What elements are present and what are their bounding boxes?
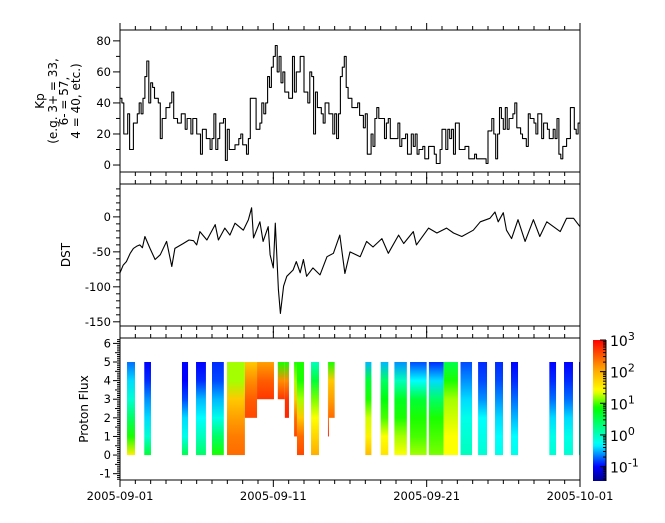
kp-plot-frame — [119, 29, 581, 173]
colorbar-tick-base: 10 — [610, 429, 628, 445]
flux-bar — [212, 362, 224, 456]
colorbar-tick-exponent: 3 — [628, 330, 635, 343]
flux-bar — [277, 362, 285, 400]
flux-bar — [294, 362, 297, 437]
x-tick-label: 2005-10-01 — [547, 489, 614, 503]
y-tick-label: 0 — [104, 158, 111, 172]
y-tick-label: -100 — [85, 280, 111, 294]
flux-bar — [127, 362, 136, 456]
kp-ylabel-line: 4 = 40, etc.) — [69, 63, 83, 138]
y-tick-label: 4 — [104, 374, 111, 388]
kp-ylabel-line: (e.g. 3+ = 33, — [46, 58, 60, 144]
flux-bar — [394, 362, 407, 456]
kp-panel: 0 20 40 60 80 Kp (e.g. 3+ = 33,6- = 57,4 = 40,… — [33, 23, 581, 179]
flux-bar — [311, 362, 320, 456]
flux-bar — [327, 362, 329, 437]
colorbar-tick-exponent: 0 — [628, 425, 635, 438]
flux-bar — [443, 362, 458, 456]
kp-ylabel-line: Kp — [33, 93, 47, 109]
dst-series-line — [119, 207, 581, 314]
dst-ylabel: DST — [59, 242, 73, 267]
flux-bar — [196, 362, 206, 456]
colorbar-tick-base: 10 — [610, 366, 628, 382]
flux-bar — [564, 362, 573, 456]
flux-plot-frame — [119, 337, 581, 481]
flux-bar — [296, 362, 304, 456]
dst-panel: 0 -50 -100 -150 DST — [59, 177, 581, 333]
y-tick-label: -150 — [85, 315, 111, 329]
colorbar-tick-exponent: -1 — [628, 457, 639, 470]
y-tick-label: 1 — [104, 429, 111, 443]
flux-bar — [478, 362, 488, 456]
flux-bar — [549, 362, 557, 456]
proton-flux-panel: -1 0 1 2 3 4 5 6 Proton Flux 2005-09-01 2005-09-11… — [77, 331, 613, 503]
flux-bar — [365, 362, 372, 456]
y-tick-label: 5 — [104, 355, 111, 369]
colorbar-tick-base: 10 — [610, 461, 628, 477]
y-tick-label: 3 — [104, 392, 111, 406]
x-tick-label: 2005-09-11 — [240, 489, 307, 503]
colorbar-tick-exponent: 2 — [628, 362, 635, 375]
colorbar-tick-label: 10-1 — [610, 457, 639, 477]
y-tick-label: 6 — [104, 336, 111, 350]
flux-bar — [181, 362, 189, 456]
y-tick-label: 60 — [96, 65, 111, 79]
y-tick-label: 40 — [96, 96, 111, 110]
flux-bar — [328, 362, 335, 418]
y-tick-label: 80 — [96, 34, 111, 48]
colorbar-tick-base: 10 — [610, 334, 628, 350]
y-tick-label: 0 — [104, 210, 111, 224]
y-tick-label: -50 — [92, 245, 111, 259]
colorbar-tick-label: 101 — [610, 393, 635, 413]
y-tick-label: -1 — [100, 467, 111, 481]
x-tick-label: 2005-09-01 — [87, 489, 154, 503]
flux-bar — [257, 362, 274, 400]
flux-bar — [144, 362, 151, 456]
dst-plot-frame — [119, 183, 581, 327]
flux-bar — [495, 362, 504, 456]
colorbar-tick-label: 100 — [610, 425, 635, 445]
flux-bar — [244, 362, 258, 418]
flux-bar — [380, 362, 389, 456]
flux-ylabel: Proton Flux — [77, 375, 91, 442]
y-tick-label: 2 — [104, 411, 111, 425]
colorbar-tick-label: 102 — [610, 362, 635, 382]
y-tick-label: 20 — [96, 127, 111, 141]
flux-bar — [227, 362, 245, 456]
colorbar-tick-base: 10 — [610, 397, 628, 413]
colorbar-tick-exponent: 1 — [628, 393, 635, 406]
kp-series-line — [120, 44, 580, 165]
flux-bar — [428, 362, 444, 456]
kp-ylabel-line: 6- = 57, — [57, 77, 71, 126]
flux-bar — [284, 362, 289, 418]
flux-bar — [410, 362, 427, 456]
colorbar-scale — [593, 340, 606, 481]
flux-bar — [460, 362, 473, 456]
y-tick-label: 0 — [104, 448, 111, 462]
flux-bar — [511, 362, 519, 456]
x-tick-label: 2005-09-21 — [393, 489, 460, 503]
colorbar-tick-label: 103 — [610, 330, 635, 350]
